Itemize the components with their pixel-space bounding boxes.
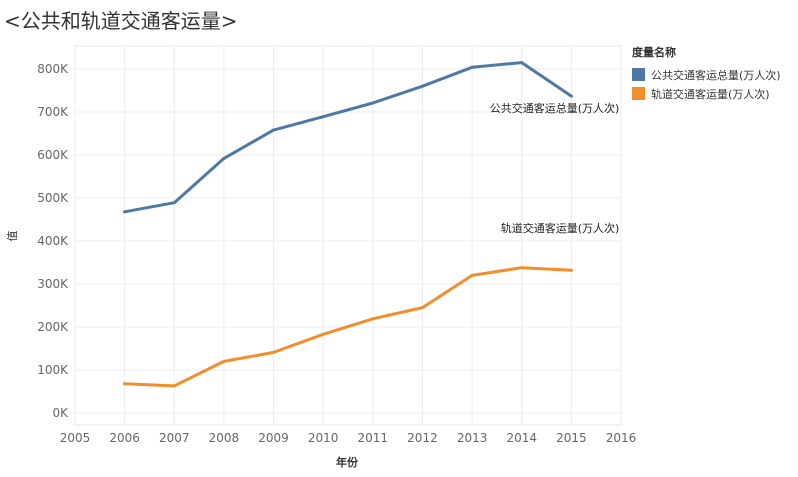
x-tick-label: 2012 bbox=[407, 431, 438, 445]
data-point bbox=[172, 201, 176, 205]
data-point bbox=[520, 61, 524, 65]
page-title: <公共和轨道交通客运量> bbox=[4, 9, 238, 33]
x-tick-label: 2005 bbox=[60, 431, 91, 445]
x-tick-label: 2009 bbox=[258, 431, 289, 445]
x-axis-title: 年份 bbox=[336, 455, 359, 469]
x-tick-label: 2015 bbox=[556, 431, 587, 445]
series-end-label: 轨道交通客运量(万人次) bbox=[501, 221, 620, 235]
legend-label-public-transit: 公共交通客运总量(万人次) bbox=[651, 68, 781, 82]
series-line-0 bbox=[123, 61, 573, 214]
data-point bbox=[470, 65, 474, 69]
data-point bbox=[123, 210, 127, 214]
legend-title: 度量名称 bbox=[632, 46, 676, 59]
data-point bbox=[569, 268, 573, 272]
legend-item-public-transit[interactable]: 公共交通客运总量(万人次) bbox=[632, 65, 781, 84]
x-tick-label: 2014 bbox=[506, 431, 537, 445]
data-point bbox=[371, 317, 375, 321]
data-point bbox=[420, 306, 424, 310]
x-tick-label: 2006 bbox=[109, 431, 140, 445]
data-point bbox=[371, 101, 375, 105]
x-tick-label: 2008 bbox=[209, 431, 240, 445]
data-point bbox=[520, 266, 524, 270]
y-tick-label: 600K bbox=[37, 148, 69, 162]
series-line-1 bbox=[123, 266, 573, 388]
y-tick-label: 200K bbox=[37, 320, 69, 334]
data-point bbox=[569, 94, 573, 98]
legend-swatch-public-transit bbox=[632, 68, 645, 81]
x-tick-label: 2007 bbox=[159, 431, 190, 445]
legend-label-rail-transit: 轨道交通客运量(万人次) bbox=[651, 87, 770, 101]
y-tick-label: 0K bbox=[52, 406, 69, 420]
y-tick-label: 800K bbox=[37, 62, 69, 76]
data-point bbox=[222, 156, 226, 160]
data-point bbox=[272, 128, 276, 132]
data-point bbox=[222, 359, 226, 363]
legend-swatch-rail-transit bbox=[632, 87, 645, 100]
data-point bbox=[272, 350, 276, 354]
y-tick-label: 300K bbox=[37, 277, 69, 291]
x-tick-label: 2013 bbox=[457, 431, 488, 445]
x-tick-label: 2016 bbox=[606, 431, 637, 445]
series-end-label: 公共交通客运总量(万人次) bbox=[490, 101, 620, 115]
y-tick-label: 500K bbox=[37, 191, 69, 205]
data-point bbox=[470, 273, 474, 277]
y-tick-label: 400K bbox=[37, 234, 69, 248]
y-tick-label: 100K bbox=[37, 363, 69, 377]
y-tick-label: 700K bbox=[37, 105, 69, 119]
data-point bbox=[172, 384, 176, 388]
data-point bbox=[123, 382, 127, 386]
legend: 度量名称 公共交通客运总量(万人次) 轨道交通客运量(万人次) bbox=[632, 44, 781, 103]
x-tick-label: 2010 bbox=[308, 431, 339, 445]
legend-item-rail-transit[interactable]: 轨道交通客运量(万人次) bbox=[632, 84, 781, 103]
y-axis-title: 值 bbox=[6, 231, 19, 242]
data-point bbox=[420, 84, 424, 88]
data-point bbox=[321, 332, 325, 336]
x-tick-label: 2011 bbox=[358, 431, 389, 445]
data-point bbox=[321, 115, 325, 119]
